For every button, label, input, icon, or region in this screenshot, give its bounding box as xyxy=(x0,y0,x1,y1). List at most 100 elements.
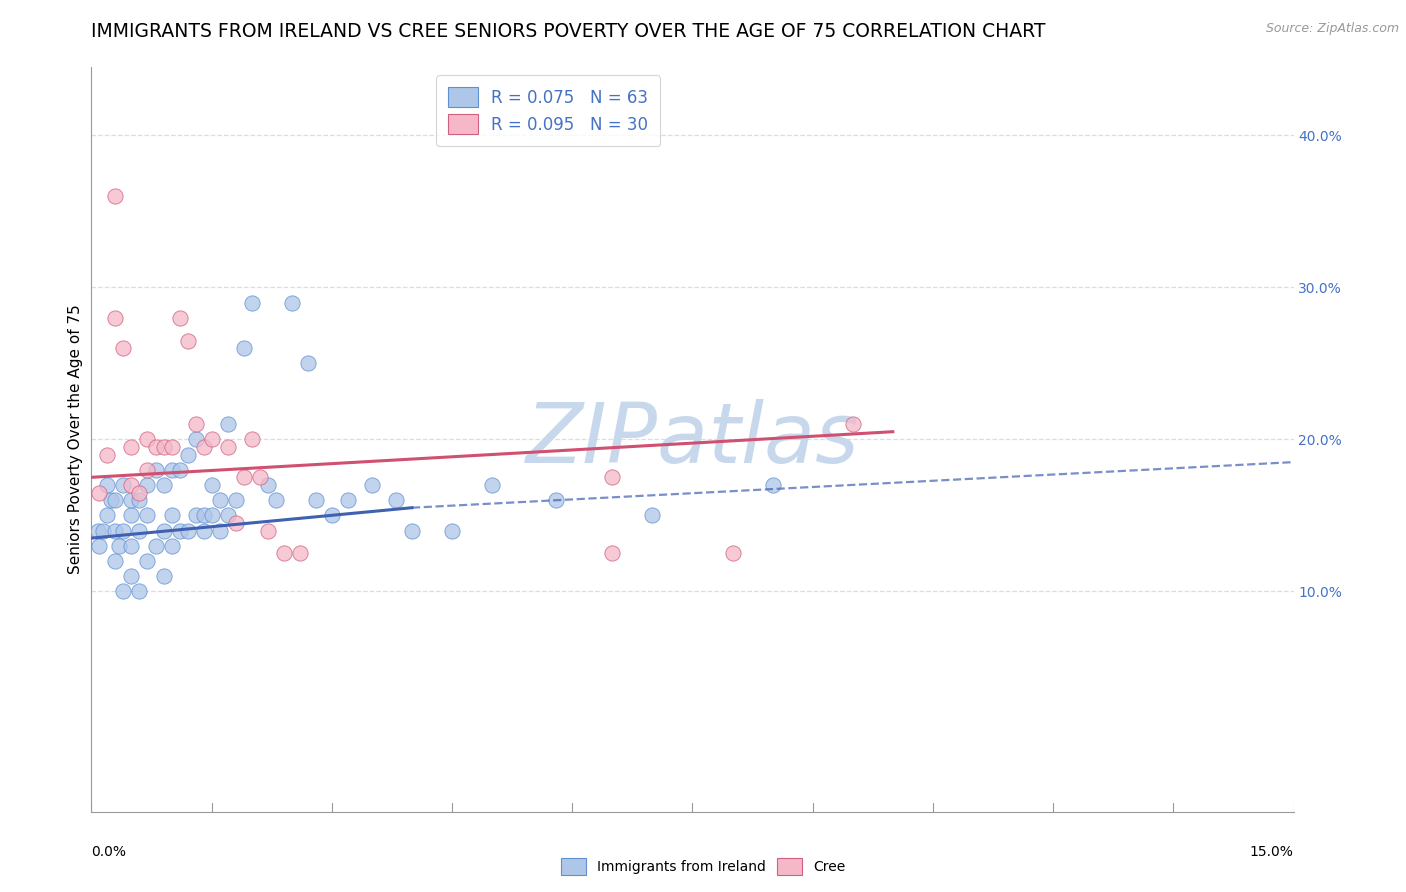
Point xyxy=(440,524,463,538)
Point xyxy=(176,448,198,462)
Point xyxy=(208,493,231,508)
Point xyxy=(160,440,183,454)
Point xyxy=(217,508,239,523)
Point xyxy=(176,524,198,538)
Point xyxy=(232,470,254,484)
Point xyxy=(145,440,167,454)
Point xyxy=(145,463,167,477)
Point xyxy=(160,508,183,523)
Point xyxy=(273,546,295,560)
Point xyxy=(152,569,174,583)
Point xyxy=(87,524,110,538)
Point xyxy=(281,295,304,310)
Point xyxy=(217,417,239,431)
Point xyxy=(641,508,664,523)
Point xyxy=(481,478,503,492)
Point xyxy=(160,463,183,477)
Point xyxy=(762,478,785,492)
Point xyxy=(112,524,135,538)
Point xyxy=(104,554,127,568)
Point xyxy=(184,417,207,431)
Point xyxy=(288,546,311,560)
Point xyxy=(121,478,143,492)
Point xyxy=(721,546,744,560)
Text: 15.0%: 15.0% xyxy=(1250,846,1294,859)
Point xyxy=(321,508,343,523)
Point xyxy=(217,440,239,454)
Point xyxy=(112,584,135,599)
Point xyxy=(121,493,143,508)
Point xyxy=(136,554,159,568)
Point xyxy=(136,433,159,447)
Point xyxy=(602,470,624,484)
Legend: Immigrants from Ireland, Cree: Immigrants from Ireland, Cree xyxy=(555,853,851,880)
Point xyxy=(208,524,231,538)
Point xyxy=(96,478,118,492)
Text: 0.0%: 0.0% xyxy=(91,846,127,859)
Point xyxy=(184,508,207,523)
Point xyxy=(184,433,207,447)
Point xyxy=(136,478,159,492)
Point xyxy=(249,470,271,484)
Text: IMMIGRANTS FROM IRELAND VS CREE SENIORS POVERTY OVER THE AGE OF 75 CORRELATION C: IMMIGRANTS FROM IRELAND VS CREE SENIORS … xyxy=(91,22,1046,41)
Point xyxy=(89,539,111,553)
Point xyxy=(104,493,127,508)
Point xyxy=(169,463,191,477)
Text: ZIPatlas: ZIPatlas xyxy=(526,399,859,480)
Point xyxy=(336,493,359,508)
Point xyxy=(193,440,215,454)
Point xyxy=(297,356,319,370)
Point xyxy=(225,493,247,508)
Point xyxy=(104,189,127,203)
Point xyxy=(93,524,115,538)
Point xyxy=(193,524,215,538)
Y-axis label: Seniors Poverty Over the Age of 75: Seniors Poverty Over the Age of 75 xyxy=(67,304,83,574)
Point xyxy=(121,569,143,583)
Point xyxy=(264,493,287,508)
Point xyxy=(100,493,122,508)
Point xyxy=(169,310,191,325)
Point xyxy=(546,493,568,508)
Point xyxy=(360,478,382,492)
Point xyxy=(136,508,159,523)
Point xyxy=(136,463,159,477)
Point xyxy=(201,478,224,492)
Point xyxy=(160,539,183,553)
Point xyxy=(128,485,150,500)
Point xyxy=(145,539,167,553)
Point xyxy=(96,448,118,462)
Point xyxy=(256,524,278,538)
Point xyxy=(128,584,150,599)
Point xyxy=(89,485,111,500)
Point xyxy=(240,433,263,447)
Point xyxy=(121,539,143,553)
Point xyxy=(193,508,215,523)
Point xyxy=(128,524,150,538)
Text: Source: ZipAtlas.com: Source: ZipAtlas.com xyxy=(1265,22,1399,36)
Point xyxy=(256,478,278,492)
Point xyxy=(104,524,127,538)
Point xyxy=(152,440,174,454)
Point xyxy=(96,508,118,523)
Point xyxy=(104,310,127,325)
Point xyxy=(841,417,863,431)
Point xyxy=(225,516,247,530)
Point xyxy=(128,493,150,508)
Point xyxy=(121,440,143,454)
Point xyxy=(112,341,135,355)
Point xyxy=(121,508,143,523)
Point xyxy=(232,341,254,355)
Point xyxy=(112,478,135,492)
Point xyxy=(401,524,423,538)
Point xyxy=(169,524,191,538)
Point xyxy=(152,524,174,538)
Point xyxy=(152,478,174,492)
Point xyxy=(305,493,328,508)
Point xyxy=(108,539,131,553)
Point xyxy=(176,334,198,348)
Point xyxy=(201,508,224,523)
Point xyxy=(240,295,263,310)
Point xyxy=(201,433,224,447)
Point xyxy=(385,493,408,508)
Point xyxy=(602,546,624,560)
